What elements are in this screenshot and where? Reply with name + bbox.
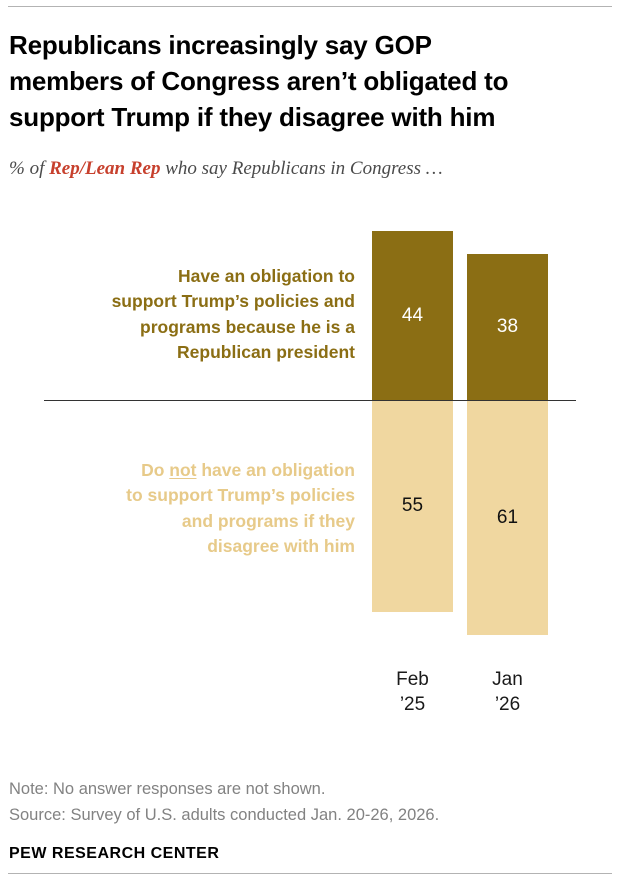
value-label-no-obligation-jan26: 61	[496, 506, 519, 528]
series-label-have-obligation: Have an obligation to support Trump’s po…	[111, 266, 355, 363]
chart-note: Note: No answer responses are not shown.	[9, 780, 326, 798]
value-label-have-obligation-jan26: 38	[496, 316, 519, 337]
x-axis-label-jan26: Jan ’26	[492, 669, 523, 715]
value-label-no-obligation-feb25: 55	[401, 495, 424, 516]
subtitle-emphasis: Rep/Lean Rep	[49, 158, 161, 179]
value-label-have-obligation-feb25: 44	[401, 304, 424, 326]
series-label-no-obligation-pre: Do	[141, 460, 170, 480]
chart-subtitle: % of Rep/Lean Rep who say Republicans in…	[9, 158, 606, 180]
chart-title: Republicans increasingly say GOP members…	[9, 30, 509, 132]
bar-have-obligation-feb25: 44	[372, 231, 453, 400]
top-divider	[8, 6, 612, 7]
subtitle-suffix: who say Republicans in Congress …	[160, 158, 443, 179]
series-label-no-obligation: Do not have an obligation to support Tru…	[25, 458, 355, 560]
bar-have-obligation-jan26: 38	[467, 254, 548, 400]
bottom-divider	[8, 873, 612, 874]
bar-no-obligation-jan26: 61	[467, 400, 548, 635]
subtitle-prefix: % of	[9, 158, 50, 179]
x-axis-label-feb25: Feb ’25	[396, 669, 429, 715]
series-label-no-obligation-rest: have an obligation to support Trump’s po…	[126, 460, 355, 557]
series-label-no-obligation-underlined: not	[169, 460, 197, 480]
pew-research-center-wordmark: PEW RESEARCH CENTER	[9, 845, 220, 862]
chart-source: Source: Survey of U.S. adults conducted …	[9, 806, 440, 824]
bar-no-obligation-feb25: 55	[372, 400, 453, 612]
chart-baseline	[44, 400, 576, 401]
